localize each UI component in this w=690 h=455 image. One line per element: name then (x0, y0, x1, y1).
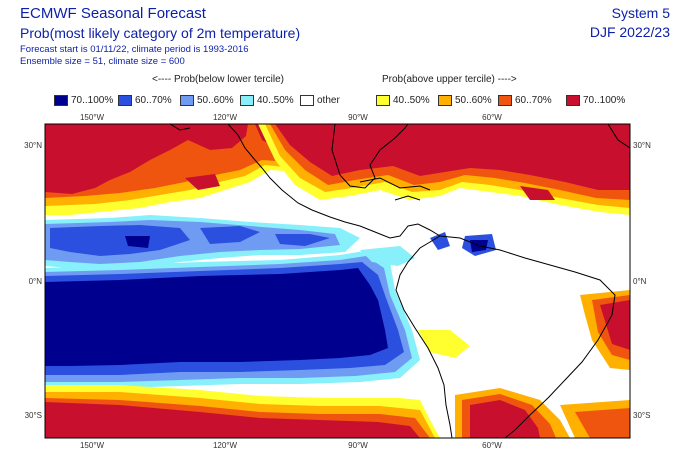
lon-label-bottom: 90°W (348, 441, 368, 450)
legend-item: 40..50% (376, 93, 430, 107)
lon-label-top: 60°W (482, 113, 502, 122)
legend-swatch (566, 94, 580, 106)
lat-label-left: 0°N (29, 277, 43, 286)
legend-swatch (180, 94, 194, 106)
system-label: System 5 (611, 5, 670, 21)
legend-swatch (300, 94, 314, 106)
lat-label-left: 30°N (24, 141, 42, 150)
legend-item: 50..60% (438, 93, 492, 107)
coastlines (169, 124, 630, 438)
forecast-info: Forecast start is 01/11/22, climate peri… (20, 44, 249, 55)
probability-fields (45, 124, 630, 438)
legend-item: 70..100% (54, 93, 113, 107)
legend-label: 60..70% (135, 94, 172, 106)
legend-label: other (317, 94, 340, 106)
map-frame (44, 123, 631, 439)
map-subtitle: Prob(most likely category of 2m temperat… (20, 25, 301, 41)
legend-item: 50..60% (180, 93, 234, 107)
legend-item: 40..50% (240, 93, 294, 107)
lat-label-left: 30°S (25, 411, 42, 420)
lat-label-right: 30°S (633, 411, 650, 420)
ensemble-info: Ensemble size = 51, climate size = 600 (20, 56, 185, 67)
lon-label-top: 90°W (348, 113, 368, 122)
lon-label-top: 120°W (213, 113, 238, 122)
forecast-map: 150°W 120°W 90°W 60°W 150°W 120°W 90°W 6… (24, 113, 651, 450)
legend-label: 50..60% (197, 94, 234, 106)
legend-label: 70..100% (583, 94, 626, 106)
lon-label-bottom: 120°W (213, 441, 238, 450)
lon-label-top: 150°W (80, 113, 105, 122)
legend-above-heading: Prob(above upper tercile) ----> (382, 74, 517, 85)
legend-swatch (240, 94, 254, 106)
lat-label-right: 30°N (633, 141, 651, 150)
legend-label: 60..70% (515, 94, 552, 106)
legend-swatch (438, 94, 452, 106)
legend-swatch (54, 94, 68, 106)
lon-label-bottom: 150°W (80, 441, 105, 450)
lat-label-right: 0°N (633, 277, 647, 286)
legend-swatch (498, 94, 512, 106)
legend-item: 60..70% (498, 93, 552, 107)
legend-swatch (376, 94, 390, 106)
legend-item: 70..100% (566, 93, 625, 107)
map-title: ECMWF Seasonal Forecast (20, 5, 206, 22)
legend-label: 70..100% (71, 94, 114, 106)
legend-label: 40..50% (393, 94, 430, 106)
legend-label: 50..60% (455, 94, 492, 106)
season-label: DJF 2022/23 (589, 24, 670, 40)
legend-item: other (300, 93, 340, 107)
lon-label-bottom: 60°W (482, 441, 502, 450)
legend-swatch (118, 94, 132, 106)
legend-item: 60..70% (118, 93, 172, 107)
legend-below-heading: <---- Prob(below lower tercile) (152, 74, 284, 85)
legend-label: 40..50% (257, 94, 294, 106)
